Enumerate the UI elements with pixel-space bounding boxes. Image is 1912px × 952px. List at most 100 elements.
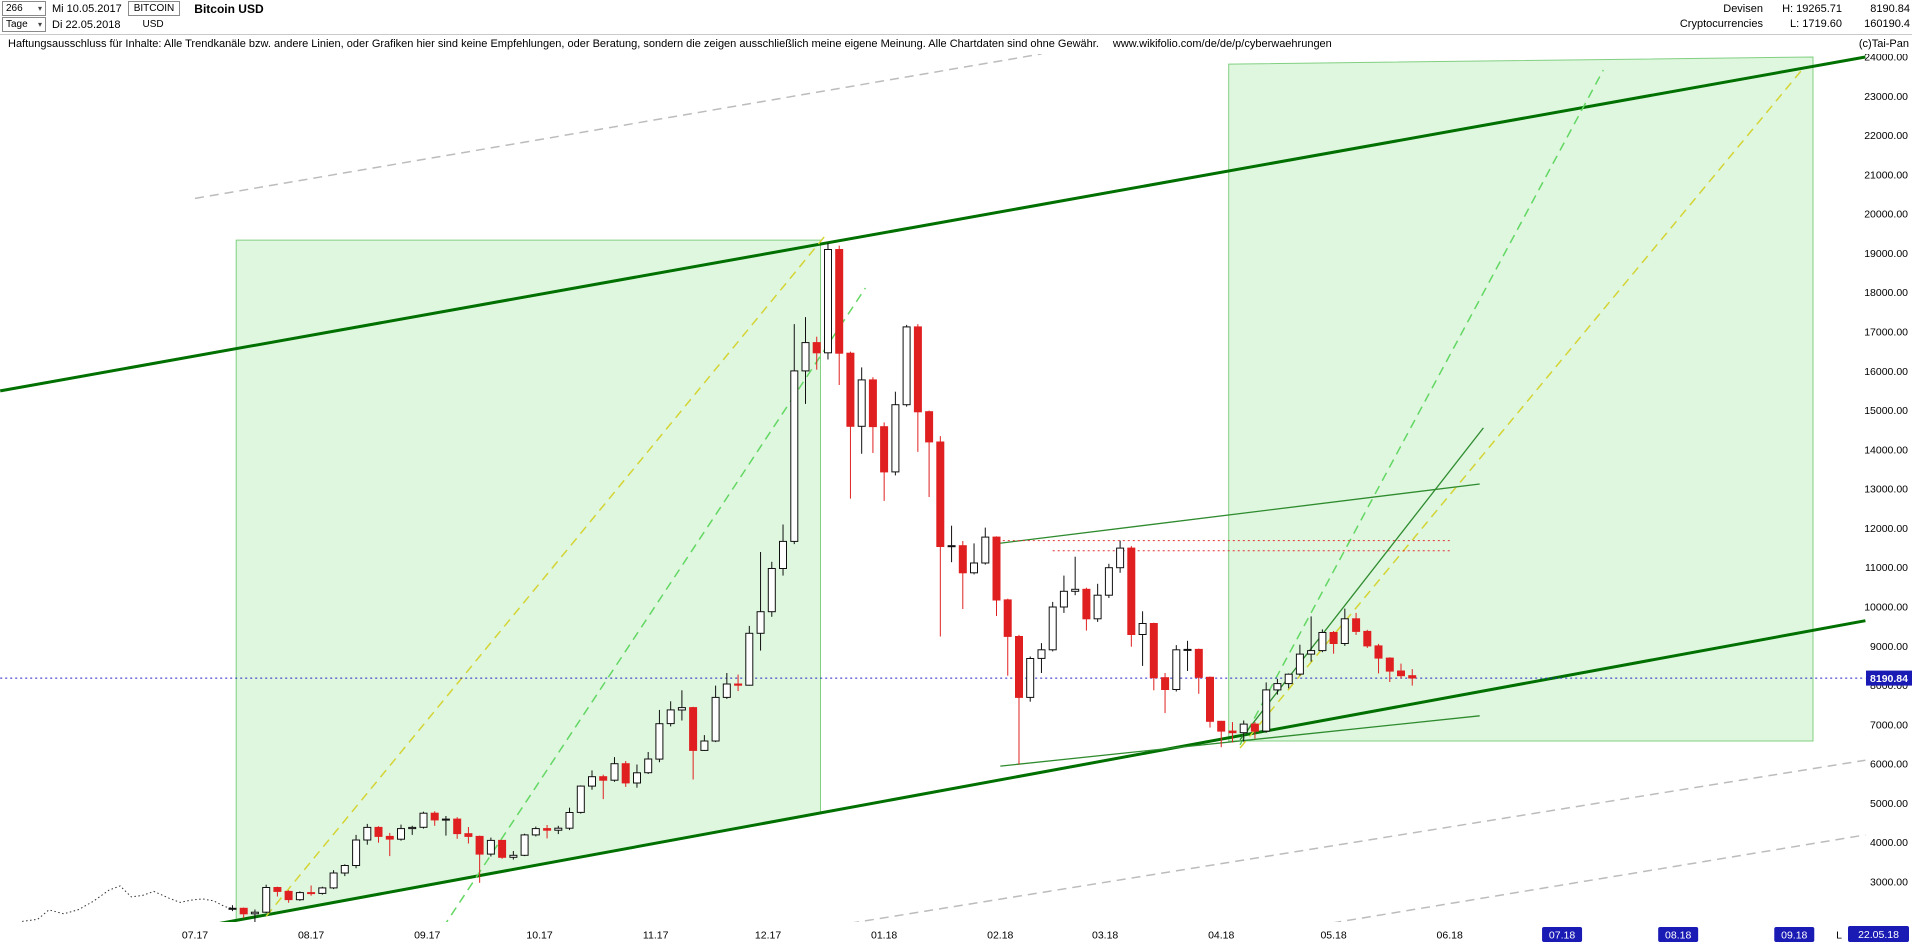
x-tick-highlight — [1542, 927, 1583, 942]
price-tick-label: 15000.00 — [1864, 405, 1908, 417]
candle — [509, 854, 518, 858]
chevron-down-icon: ▾ — [37, 3, 42, 13]
rally-2017-zone — [235, 239, 821, 922]
candle — [1048, 606, 1057, 651]
date-tick-label: 05.18 — [1320, 930, 1346, 942]
price-tick-label: 5000.00 — [1870, 798, 1908, 810]
last-price-label: 8190.84 — [1870, 3, 1910, 15]
candle — [588, 776, 596, 787]
candle — [464, 833, 473, 837]
last-date-marker-box — [1848, 926, 1909, 942]
period-dropdown[interactable]: Tage ▾ — [2, 17, 46, 32]
price-tick-label: 13000.00 — [1864, 484, 1908, 496]
candle — [419, 812, 428, 828]
candle — [970, 562, 978, 574]
gray-parallel-lower — [853, 759, 1866, 922]
candle — [610, 763, 619, 781]
candle — [857, 379, 866, 427]
x-tick-highlight — [1774, 927, 1815, 942]
candle — [441, 818, 450, 821]
candle — [284, 890, 293, 901]
wikifolio-link[interactable]: www.wikifolio.com/de/de/p/cyberwaehrunge… — [1112, 38, 1332, 50]
candle — [1363, 630, 1372, 647]
market-label: Devisen — [1723, 3, 1763, 15]
candle — [340, 865, 349, 874]
candle — [801, 342, 810, 372]
support-line — [1000, 715, 1480, 767]
candle — [1015, 636, 1023, 698]
candle — [599, 776, 608, 781]
price-tick-label: 14000.00 — [1864, 444, 1908, 456]
candle — [666, 709, 675, 725]
candle — [385, 835, 394, 840]
chart-canvas[interactable]: 24000.00 23000.00 22000.00 21000.00 20000.00… — [0, 54, 1912, 952]
candle — [621, 763, 630, 784]
gray-parallel-bottom — [1333, 834, 1866, 922]
candle — [565, 812, 574, 829]
candle — [1093, 594, 1102, 620]
candle — [262, 887, 271, 913]
price-tick-label: 12000.00 — [1864, 523, 1908, 535]
date-tick-label: 08.17 — [298, 930, 324, 942]
candle — [486, 839, 495, 855]
date-tick-label: 09.18 — [1781, 930, 1807, 942]
candle — [925, 411, 934, 443]
date-tick-label: 07.17 — [182, 930, 208, 942]
date-tick-label: 06.18 — [1437, 930, 1463, 942]
price-tick-label: 17000.00 — [1864, 327, 1908, 339]
candle — [1082, 588, 1091, 620]
price-tick-label: 9000.00 — [1870, 641, 1908, 653]
candle — [1172, 649, 1181, 690]
candle — [1206, 676, 1214, 722]
candle — [554, 827, 563, 831]
candle — [644, 758, 653, 774]
candle — [767, 568, 776, 613]
candle — [1217, 720, 1226, 732]
symbol-box[interactable]: BITCOIN — [127, 1, 181, 16]
rally-channel-yellow — [265, 236, 825, 917]
candle — [374, 826, 383, 837]
candle — [700, 740, 709, 751]
last-date-label: Di 22.05.2018 — [52, 18, 121, 31]
candle — [318, 887, 327, 894]
date-tick-label: 09.17 — [414, 930, 440, 942]
candle — [520, 834, 529, 856]
candle — [250, 911, 259, 915]
last-date-marker-label: 22.05.18 — [1858, 929, 1899, 941]
candle — [1318, 632, 1327, 652]
tai-pan-copyright: (c)Tai-Pan — [1858, 38, 1909, 50]
candle — [835, 249, 844, 354]
candle — [1138, 623, 1147, 635]
candle — [1104, 567, 1113, 596]
date-tick-label: 12.17 — [755, 930, 781, 942]
candle — [273, 887, 282, 892]
candle — [1026, 658, 1035, 698]
current-price-marker-label: 8190.84 — [1870, 673, 1908, 685]
candle — [453, 818, 462, 835]
candle — [1161, 677, 1170, 691]
candle — [239, 907, 248, 915]
price-tick-label: 11000.00 — [1865, 562, 1908, 574]
price-tick-label: 3000.00 — [1870, 877, 1908, 889]
candle — [1284, 673, 1293, 685]
bars-count-dropdown[interactable]: 266 ▾ — [2, 1, 46, 16]
candle — [363, 826, 372, 841]
candle — [1397, 670, 1405, 677]
candle — [902, 326, 911, 406]
lower-channel-line — [219, 619, 1866, 922]
range-high-label: H: 19265.71 — [1782, 3, 1842, 15]
projection-2018-zone — [1228, 56, 1814, 742]
price-tick-label: 20000.00 — [1864, 209, 1908, 221]
candle — [868, 379, 877, 428]
candle — [1340, 618, 1349, 644]
candle — [745, 632, 754, 686]
toolbar: 266 ▾ Mi 10.05.2017 BITCOIN Bitcoin USD … — [0, 0, 1912, 35]
price-tick-label: 21000.00 — [1864, 169, 1908, 181]
candle — [779, 540, 787, 569]
candle — [1352, 618, 1361, 632]
candle — [1262, 689, 1271, 732]
candle — [576, 785, 585, 813]
candle — [790, 370, 799, 542]
date-tick-label: 03.18 — [1092, 930, 1118, 942]
